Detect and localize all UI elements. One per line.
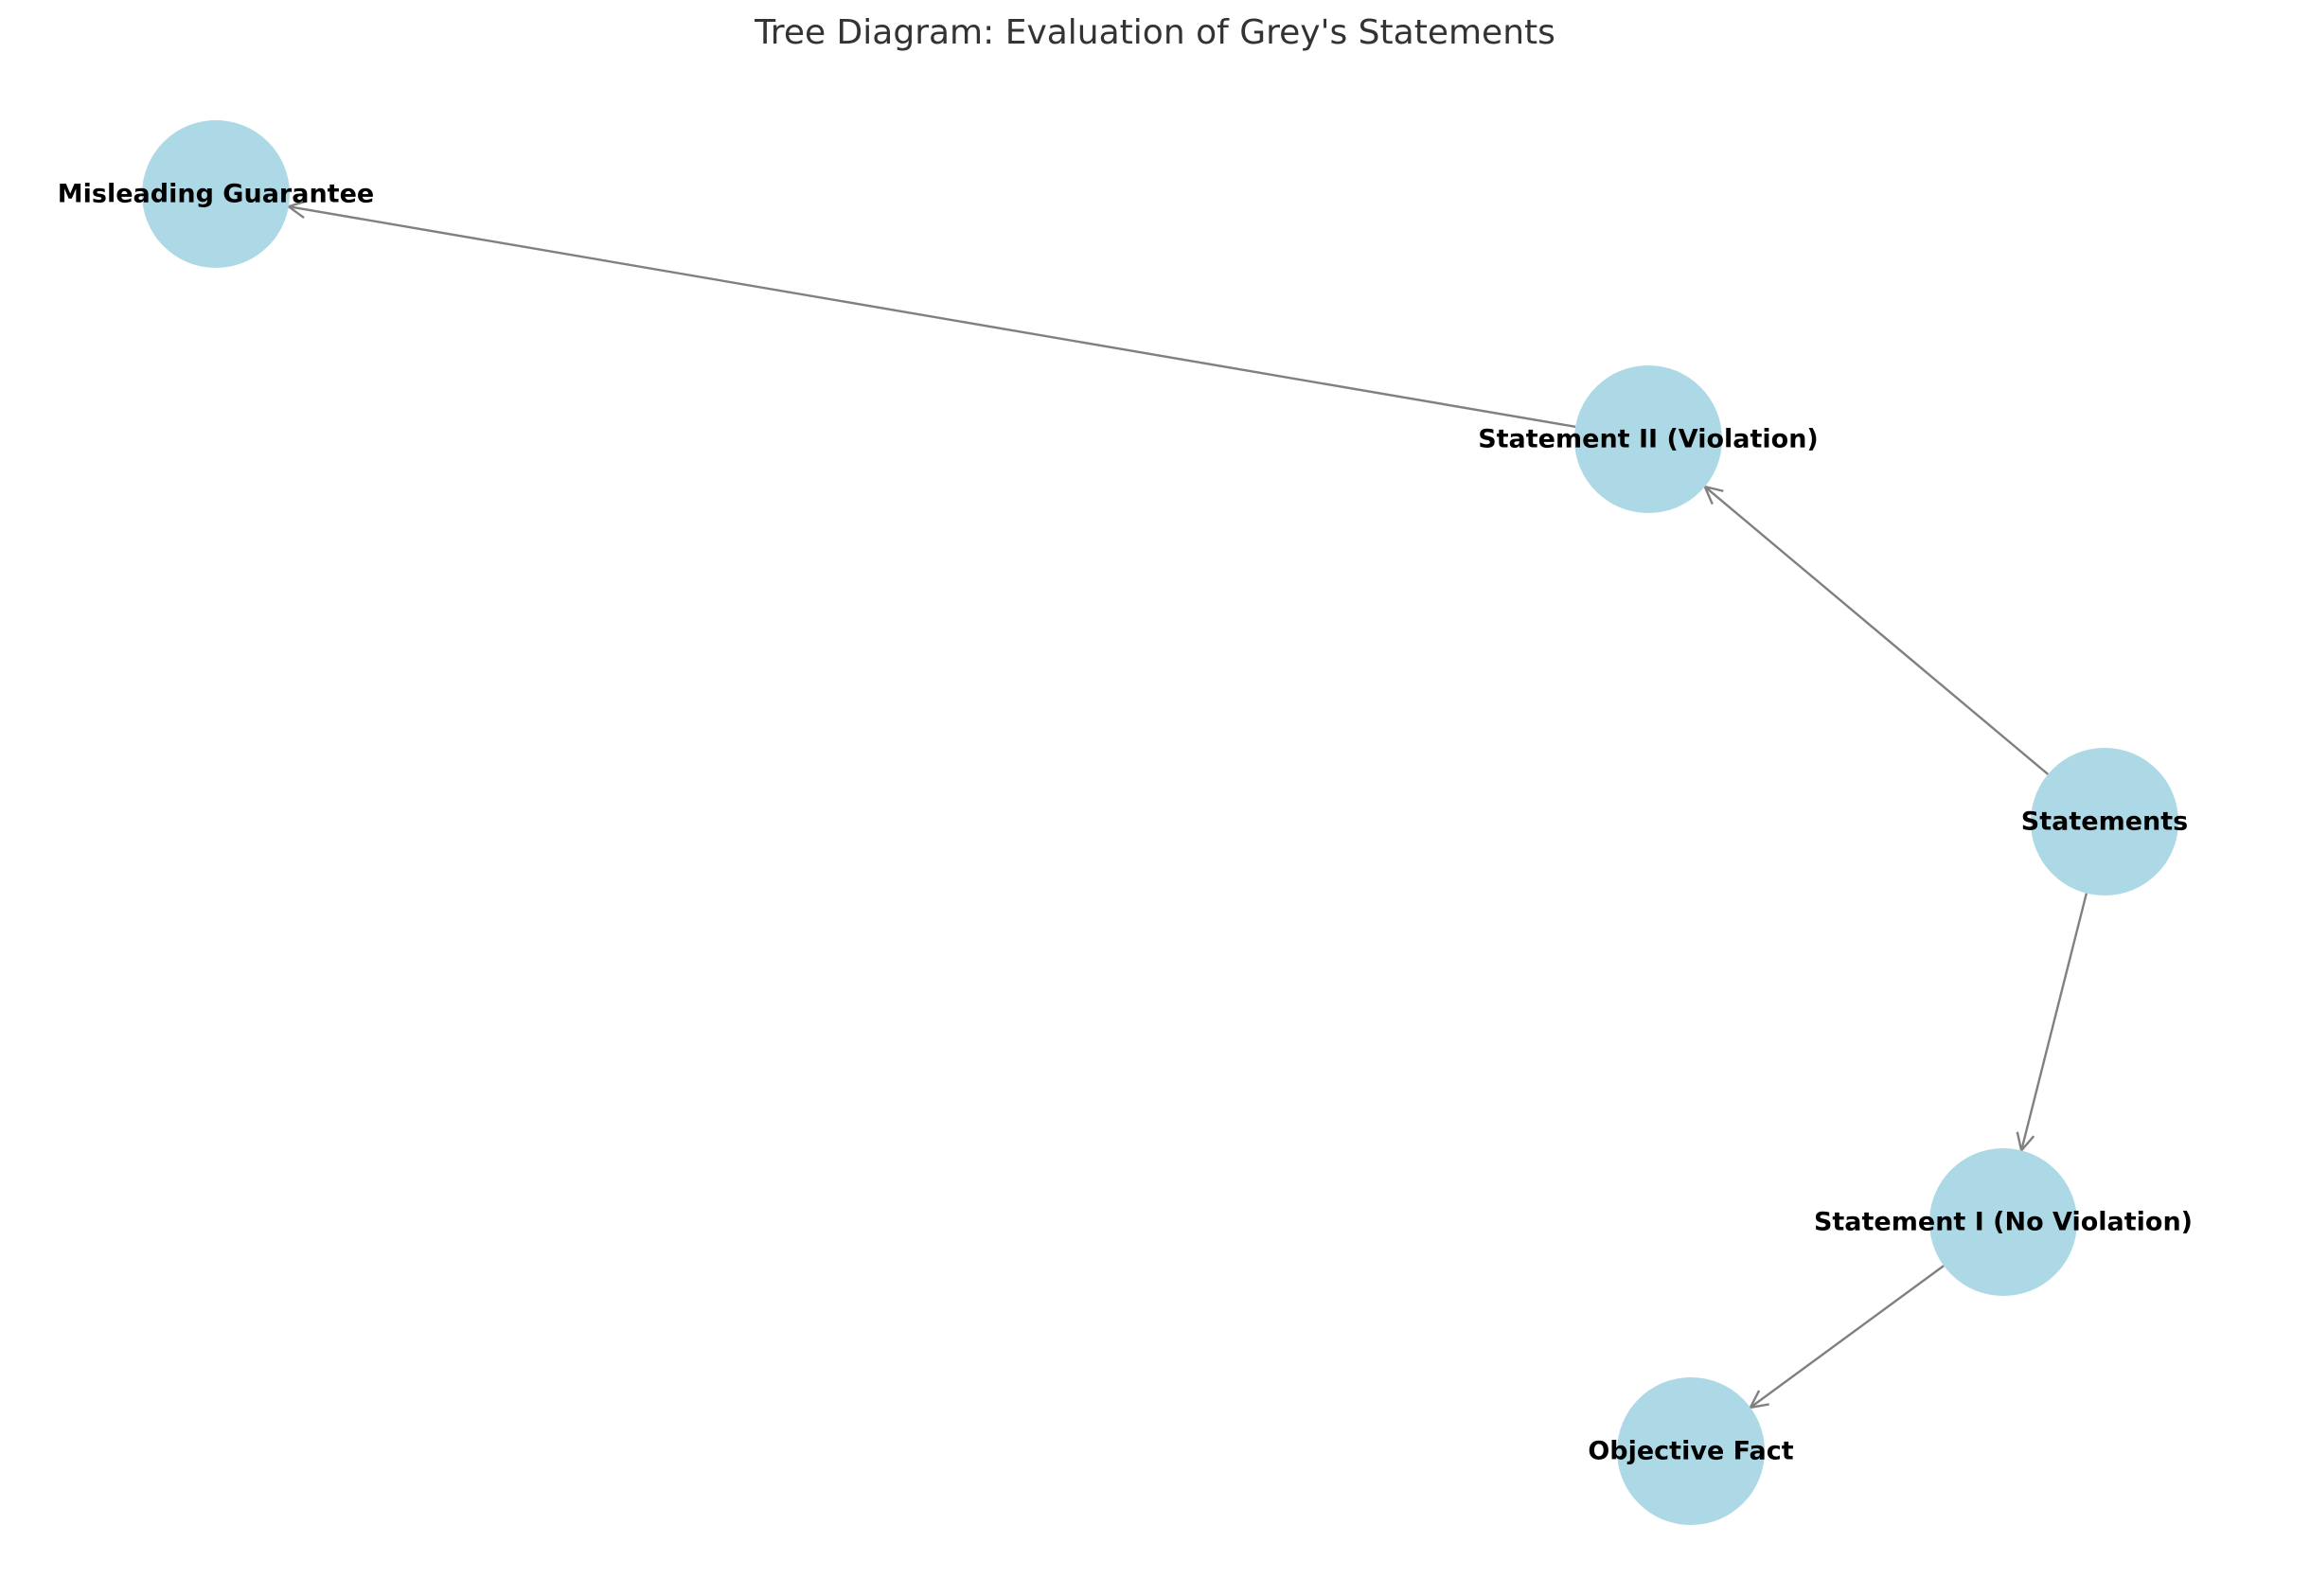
nodes-layer: Statements Statement II (Violation) Mislea… [58, 120, 2193, 1525]
edges-layer [289, 206, 2088, 1408]
edge-statements-to-statement-i [2021, 893, 2088, 1151]
node-circle [2031, 748, 2178, 896]
edge-statement-ii-to-misleading-guarantee [289, 206, 1576, 429]
edge-statements-to-statement-ii [1705, 487, 2049, 775]
node-label: Misleading Guarantee [58, 180, 374, 209]
node-circle [142, 120, 290, 268]
diagram-title: Tree Diagram: Evaluation of Grey's State… [755, 13, 1555, 52]
node-label: Objective Fact [1588, 1437, 1793, 1466]
node-statement-ii: Statement II (Violation) [1478, 365, 1819, 513]
node-circle [1617, 1377, 1765, 1525]
node-label: Statements [2021, 807, 2188, 837]
node-statement-i: Statement I (No Violation) [1814, 1148, 2193, 1296]
node-circle [1929, 1148, 2077, 1296]
node-label: Statement I (No Violation) [1814, 1208, 2193, 1237]
node-circle [1574, 365, 1722, 513]
node-objective-fact: Objective Fact [1588, 1377, 1794, 1525]
node-label: Statement II (Violation) [1478, 425, 1819, 454]
node-statements: Statements [2021, 748, 2188, 896]
node-misleading-guarantee: Misleading Guarantee [58, 120, 374, 268]
edge-statement-i-to-objective-fact [1750, 1265, 1945, 1408]
